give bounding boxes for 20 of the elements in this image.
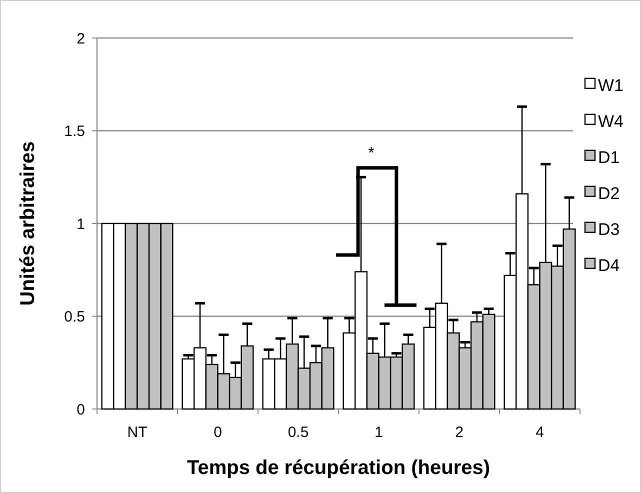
y-tick-label: 1.5 — [64, 123, 85, 140]
x-tick-label: 1 — [374, 424, 383, 441]
legend-label: W1 — [598, 76, 624, 95]
legend-label: D2 — [598, 184, 620, 203]
legend-label: W4 — [598, 112, 624, 131]
legend-label: D3 — [598, 220, 620, 239]
y-axis-title: Unités arbitraires — [17, 141, 39, 306]
x-tick-label: NT — [127, 424, 148, 441]
y-tick-label: 2 — [76, 30, 85, 48]
x-tick-label: 2 — [455, 424, 464, 441]
x-tick-label: 0.5 — [288, 424, 309, 441]
legend-label: D4 — [598, 256, 620, 275]
x-axis-title: Temps de récupération (heures) — [186, 457, 490, 479]
x-tick-label: 4 — [536, 424, 544, 441]
legend-label: D1 — [598, 148, 620, 167]
y-tick-label: 1 — [76, 216, 85, 233]
y-tick-label: 0 — [76, 401, 85, 418]
x-tick-label: 0 — [214, 424, 222, 441]
annotation: * — [368, 144, 374, 162]
y-tick-label: 0.5 — [64, 308, 85, 326]
